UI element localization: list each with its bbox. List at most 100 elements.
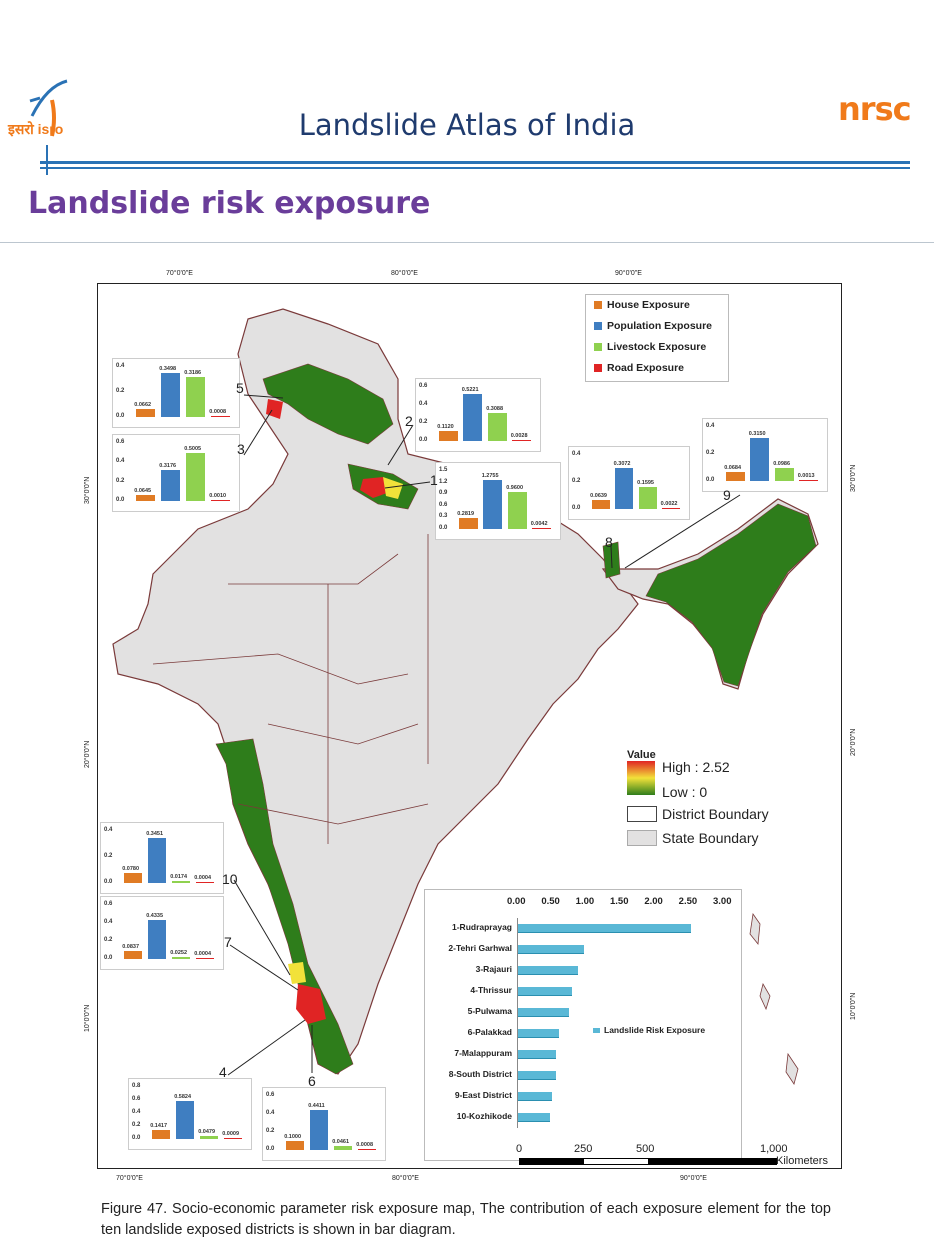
district-chart-ytick: 0.2 [132, 1122, 141, 1128]
district-chart-value-label: 0.0042 [530, 521, 548, 527]
coord-left-30: 30°0'0"N [84, 476, 91, 504]
coord-right-10: 10°0'0"N [850, 992, 857, 1020]
district-chart-ytick: 1.5 [439, 467, 448, 473]
district-chart-value-label: 0.9600 [506, 484, 524, 491]
district-chart-value-label: 0.3176 [159, 463, 177, 470]
district-chart-ytick: 0.2 [419, 419, 428, 425]
district-chart-ytick: 0.6 [132, 1096, 141, 1102]
legend-swatch-road [594, 364, 602, 373]
district-chart-9: 0.4 0.2 0.0 0.0684 0.3150 0.0986 0.0013 [702, 418, 828, 492]
rank-chart-xtick: 1.50 [610, 896, 629, 907]
district-chart-value-label: 0.3451 [146, 831, 164, 838]
district-chart-plot: 0.0645 0.3176 0.5005 0.0010 [133, 443, 233, 501]
district-chart-bar [171, 880, 191, 883]
district-chart-value-label: 0.0010 [209, 493, 227, 499]
value-legend-low: Low : 0 [662, 784, 708, 800]
isro-logo-text: इसरो isro [8, 121, 64, 137]
district-chart-plot: 0.2819 1.2755 0.9600 0.0042 [456, 471, 554, 529]
legend-label-house: House Exposure [607, 299, 690, 311]
district-chart-value-label: 0.3498 [159, 366, 177, 373]
callout-number-7: 7 [224, 934, 232, 950]
rank-chart-category-label: 4-Thrissur [470, 985, 512, 995]
district-chart-value-label: 0.0837 [122, 944, 140, 951]
district-chart-value-label: 0.0008 [209, 409, 227, 415]
state-boundary-label: State Boundary [662, 830, 759, 846]
landslide-risk-ranking-chart: 0.00 0.50 1.00 1.50 2.00 2.50 3.00 1-Rudrapraya… [424, 889, 742, 1161]
district-chart-bar [774, 467, 794, 481]
district-chart-ytick: 0.4 [266, 1110, 275, 1116]
district-chart-8: 0.4 0.2 0.0 0.0639 0.3072 0.1595 0.0022 [568, 446, 690, 520]
district-chart-value-label: 0.1120 [437, 423, 454, 430]
scale-label-500: 500 [636, 1143, 655, 1155]
district-chart-value-label: 0.0013 [797, 473, 815, 479]
district-chart-bar [483, 479, 503, 529]
district-chart-value-label: 1.2755 [481, 472, 499, 479]
district-chart-value-label: 0.5221 [461, 387, 479, 394]
district-chart-ytick: 0.2 [266, 1128, 275, 1134]
district-chart-plot: 0.1417 0.5824 0.0479 0.0009 [149, 1087, 245, 1139]
district-chart-bar [211, 500, 230, 501]
coord-right-20: 20°0'0"N [850, 728, 857, 756]
district-chart-5: 0.4 0.2 0.0 0.0662 0.3498 0.3186 0.0008 [112, 358, 240, 428]
legend-item-livestock: Livestock Exposure [594, 341, 706, 353]
district-chart-bar [171, 956, 191, 959]
district-chart-plot: 0.0837 0.4335 0.0252 0.0004 [121, 905, 217, 959]
rank-chart-legend-swatch [593, 1028, 600, 1034]
scale-label-1000: 1,000 [760, 1143, 788, 1155]
district-chart-value-label: 0.0684 [724, 464, 742, 471]
rank-chart-xtick: 2.00 [644, 896, 663, 907]
district-chart-ytick: 0.4 [104, 919, 113, 925]
district-chart-value-label: 0.1417 [150, 1122, 168, 1129]
district-chart-value-label: 0.0479 [198, 1128, 216, 1135]
callout-number-5: 5 [236, 380, 244, 396]
legend-swatch-population [594, 322, 602, 331]
district-chart-bar [615, 467, 634, 509]
rank-chart-bar [518, 924, 692, 933]
district-chart-bar [147, 838, 167, 883]
district-chart-ytick: 0.4 [572, 451, 581, 457]
rank-chart-category-label: 5-Pulwama [467, 1006, 512, 1016]
district-chart-ytick: 0.3 [439, 513, 448, 520]
district-chart-bar [161, 373, 180, 417]
district-chart-ytick: 0.6 [419, 383, 428, 389]
district-chart-value-label: 0.0639 [590, 493, 607, 500]
rank-chart-category-label: 1-Rudraprayag [452, 922, 512, 932]
district-chart-bar [357, 1149, 377, 1150]
district-chart-bar [195, 958, 215, 959]
rank-chart-xtick: 1.00 [575, 896, 595, 907]
district-chart-bar [591, 500, 610, 509]
district-chart-bar [507, 491, 527, 529]
legend-item-population: Population Exposure [594, 320, 712, 332]
district-chart-ytick: 0.2 [706, 450, 715, 456]
district-chart-bar [123, 872, 143, 883]
district-chart-bar [199, 1135, 219, 1139]
district-chart-bar [333, 1145, 353, 1150]
district-chart-value-label: 0.0174 [170, 873, 188, 880]
callout-number-1: 1 [430, 472, 438, 488]
district-chart-ytick: 0.4 [116, 458, 125, 465]
district-chart-bar [223, 1138, 243, 1139]
scale-bar [519, 1158, 777, 1165]
district-chart-bar [487, 413, 507, 441]
district-chart-ytick: 0.4 [116, 363, 125, 369]
coord-left-20: 20°0'0"N [84, 740, 91, 768]
district-chart-bar [750, 438, 770, 481]
district-chart-bar [161, 470, 180, 501]
district-chart-4: 0.8 0.6 0.4 0.2 0.0 0.1417 0.5824 0.0479 0.0009 [128, 1078, 252, 1150]
state-boundaries [152, 534, 429, 844]
value-gradient-swatch [627, 761, 655, 795]
isro-logo [22, 76, 102, 146]
district-chart-ytick: 0.4 [706, 423, 715, 429]
rank-chart-category-label: 7-Malappuram [454, 1048, 512, 1058]
district-chart-value-label: 0.1000 [284, 1134, 302, 1140]
figure-caption: Figure 47. Socio-economic parameter risk… [101, 1201, 831, 1238]
value-legend-title: Value [627, 749, 656, 761]
nrsc-logo: nrsc [838, 90, 912, 128]
district-chart-value-label: 0.0004 [194, 951, 212, 957]
district-chart-bar [151, 1129, 171, 1139]
district-chart-plot: 0.1120 0.5221 0.3088 0.0028 [436, 387, 534, 441]
district-chart-ytick: 0.0 [132, 1135, 141, 1141]
section-divider [0, 242, 934, 243]
rank-chart-legend: Landslide Risk Exposure [593, 1025, 705, 1035]
district-boundary-label: District Boundary [662, 806, 769, 822]
